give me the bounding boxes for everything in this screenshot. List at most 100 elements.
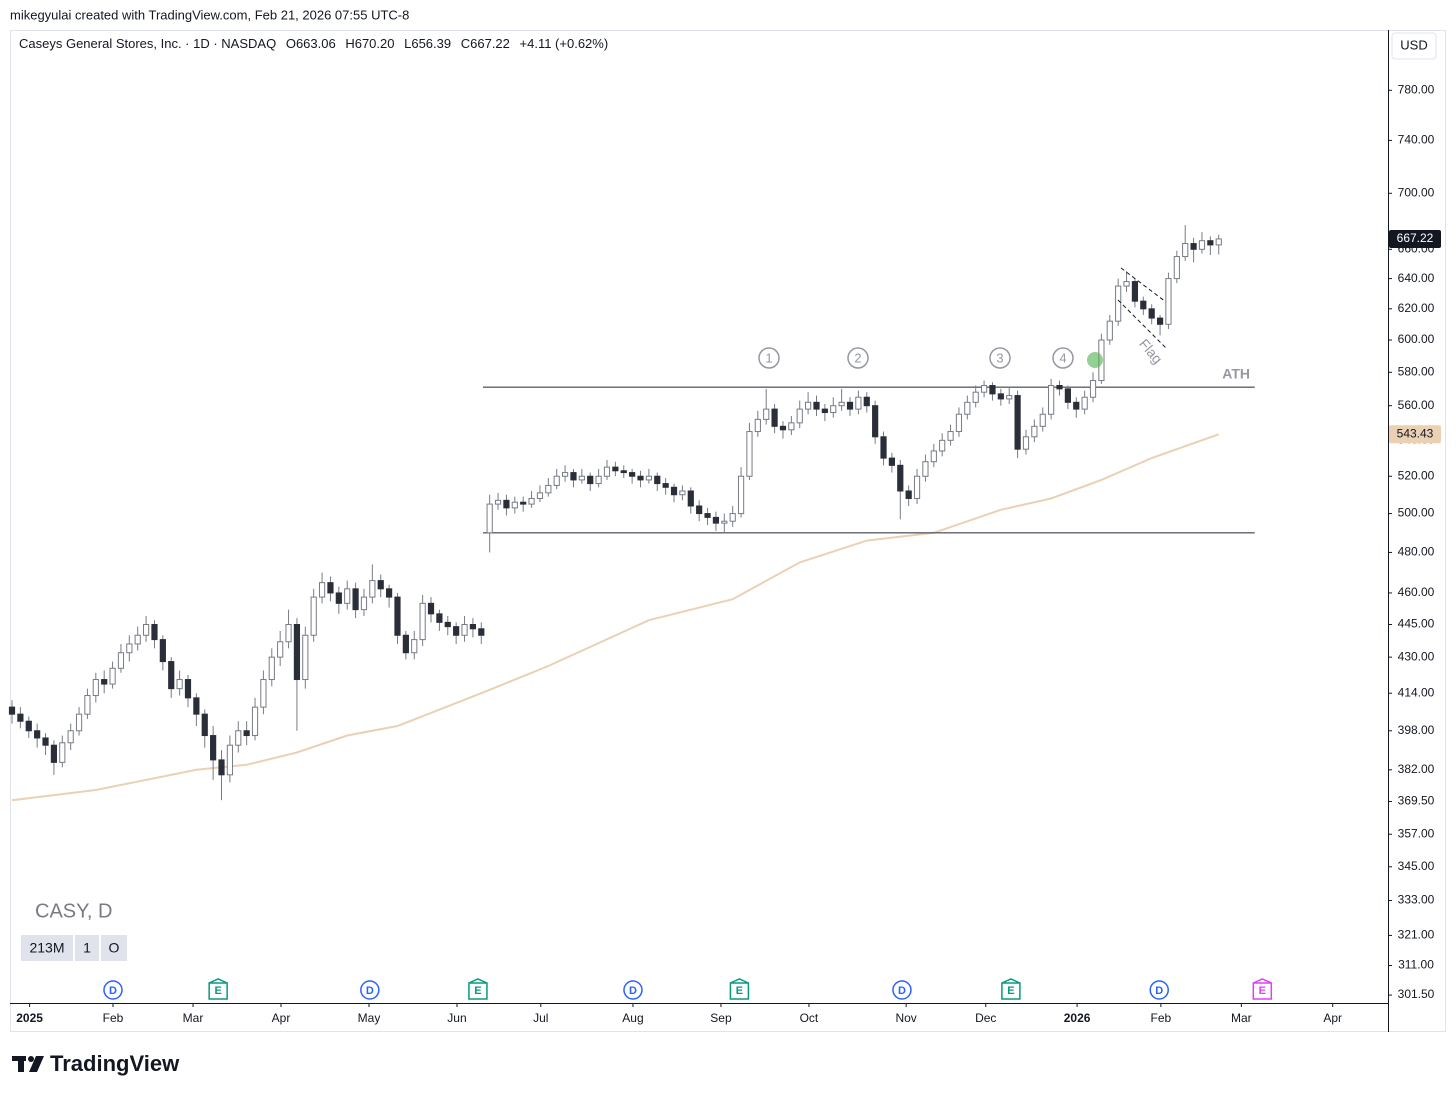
candle-body — [696, 505, 703, 515]
event-marker — [1252, 978, 1273, 1000]
event-label: E — [214, 985, 221, 997]
candle-body — [972, 391, 979, 403]
point-label: 1 — [765, 350, 772, 365]
y-tick-label: 357.00 — [1398, 826, 1435, 840]
candle-body — [1182, 243, 1189, 258]
candle-body — [1006, 395, 1013, 400]
candle-body — [369, 580, 376, 598]
candle-body — [980, 385, 988, 393]
candle-body — [855, 396, 862, 410]
candle-body — [629, 472, 636, 477]
indicator-label[interactable]: O — [109, 940, 120, 956]
last-price-label: 667.22 — [1397, 231, 1434, 245]
candle-body — [913, 475, 921, 499]
event-marker — [729, 978, 750, 1000]
candle-body — [637, 475, 644, 481]
candle-body — [402, 634, 409, 654]
candle-body — [1198, 240, 1206, 250]
event-label: D — [366, 985, 374, 997]
candle-body — [1156, 317, 1164, 325]
x-tick-label: Mar — [183, 1011, 204, 1025]
brand: TradingView — [50, 1051, 180, 1076]
indicator-button[interactable] — [75, 935, 99, 961]
candle-body — [201, 713, 208, 737]
event-marker — [468, 978, 488, 1000]
y-tick-label: 345.00 — [1398, 859, 1435, 873]
x-tick-label: Aug — [622, 1011, 643, 1025]
candle-body — [101, 679, 108, 685]
indicator-label[interactable]: 1 — [83, 940, 91, 956]
y-tick-label: 369.50 — [1398, 794, 1435, 808]
candle-body — [59, 742, 66, 763]
candle-body — [109, 667, 116, 685]
candle-body — [34, 730, 41, 739]
candle-body — [461, 624, 468, 636]
event-marker — [103, 980, 123, 1000]
y-tick-label: 620.00 — [1398, 301, 1435, 315]
candle-body — [235, 730, 242, 746]
candle-body — [662, 483, 669, 488]
candle-body — [729, 513, 736, 522]
candle-body — [670, 486, 678, 496]
candle-body — [377, 580, 384, 590]
candle-body — [612, 466, 619, 472]
y-tick-label: 700.00 — [1398, 185, 1435, 199]
indicator-button[interactable] — [101, 935, 127, 961]
ohlc-close: C667.22 — [461, 36, 510, 51]
candle-body — [687, 490, 694, 507]
event-label: E — [1259, 985, 1266, 997]
event-label: D — [1155, 985, 1163, 997]
candle-body — [1081, 396, 1088, 410]
x-tick-label: Jun — [447, 1011, 466, 1025]
candle-body — [1073, 401, 1080, 410]
candle-body — [419, 602, 426, 641]
logo-part — [28, 1056, 34, 1062]
ohlc-high: H670.20 — [345, 36, 394, 51]
point-circle — [847, 347, 869, 369]
candle-body — [587, 475, 594, 485]
candle-body — [176, 679, 183, 690]
candle-body — [210, 735, 217, 761]
symbol-label: CASY, D — [35, 900, 112, 922]
candle-body — [386, 588, 393, 598]
indicator-button[interactable] — [21, 935, 73, 961]
indicator-label[interactable]: 213M — [29, 940, 64, 956]
moving-average — [11, 433, 1220, 802]
candle-body — [821, 408, 828, 414]
event-label: E — [474, 985, 481, 997]
candle-body — [92, 679, 99, 697]
candle-body — [1123, 281, 1130, 287]
event-marker — [623, 980, 643, 1000]
ohlc-low: L656.39 — [404, 36, 451, 51]
candle-body — [285, 624, 292, 643]
currency[interactable]: USD — [1400, 37, 1427, 52]
candle-body — [293, 624, 301, 681]
candle-body — [645, 475, 652, 481]
candle-body — [989, 385, 996, 395]
candle-body — [763, 408, 770, 420]
x-tick-label: Feb — [1151, 1011, 1172, 1025]
candle-body — [838, 401, 845, 407]
candle-body — [494, 499, 502, 505]
candle-body — [1165, 278, 1172, 325]
point-circle — [1052, 347, 1074, 369]
brand-logo — [12, 1056, 44, 1072]
point-label: 2 — [854, 350, 861, 365]
candle-body — [427, 602, 435, 615]
candle-body — [947, 431, 954, 441]
ohlc-change: +4.11 (+0.62%) — [520, 36, 609, 51]
event-marker — [1149, 980, 1169, 1000]
y-tick-label: 480.00 — [1398, 545, 1435, 559]
candle-body — [444, 621, 451, 628]
candle-body — [478, 628, 485, 636]
flag-line — [1117, 299, 1167, 349]
candle-body — [1106, 320, 1113, 341]
candle-body — [595, 475, 602, 485]
point-circle — [989, 347, 1011, 369]
candle-body — [168, 661, 175, 690]
event-marker — [208, 978, 228, 1000]
currency-box[interactable] — [1391, 32, 1437, 60]
candle-body — [779, 425, 787, 431]
y-tick-label: 301.50 — [1398, 987, 1435, 1001]
